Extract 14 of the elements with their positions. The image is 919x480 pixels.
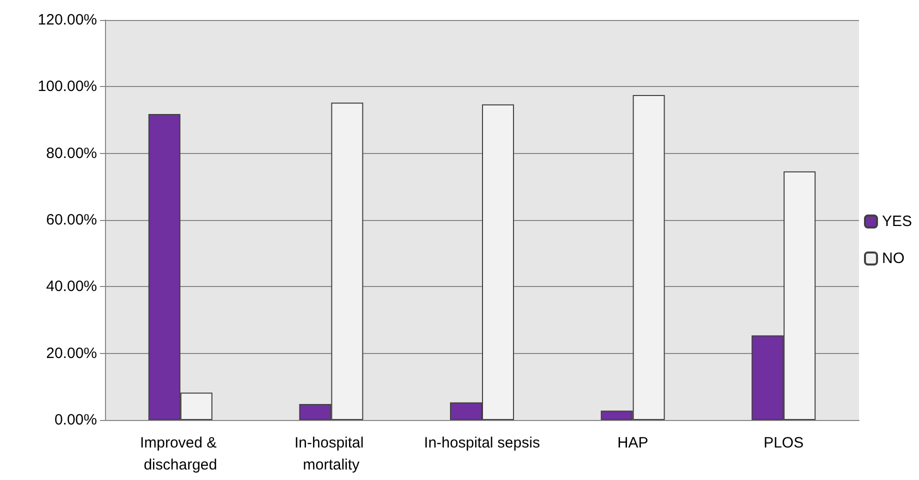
legend-label: NO — [882, 250, 904, 267]
x-tick-label: In-hospital sepsis — [424, 434, 540, 452]
x-tick-label: PLOS — [764, 434, 804, 452]
y-tick-label: 20.00% — [46, 344, 97, 362]
legend-label: YES — [882, 213, 912, 230]
x-tick-label: Improved & discharged — [140, 434, 221, 474]
y-tick-label: 0.00% — [54, 412, 97, 428]
y-tick-label: 40.00% — [46, 278, 97, 296]
x-tick-label: HAP — [617, 434, 648, 452]
y-tick-label: 60.00% — [46, 212, 97, 228]
y-tick-label: 100.00% — [38, 78, 97, 96]
x-tick-label: In-hospital mortality — [294, 434, 368, 474]
y-tick-label: 80.00% — [46, 144, 97, 162]
y-tick-label: 120.00% — [38, 12, 97, 28]
